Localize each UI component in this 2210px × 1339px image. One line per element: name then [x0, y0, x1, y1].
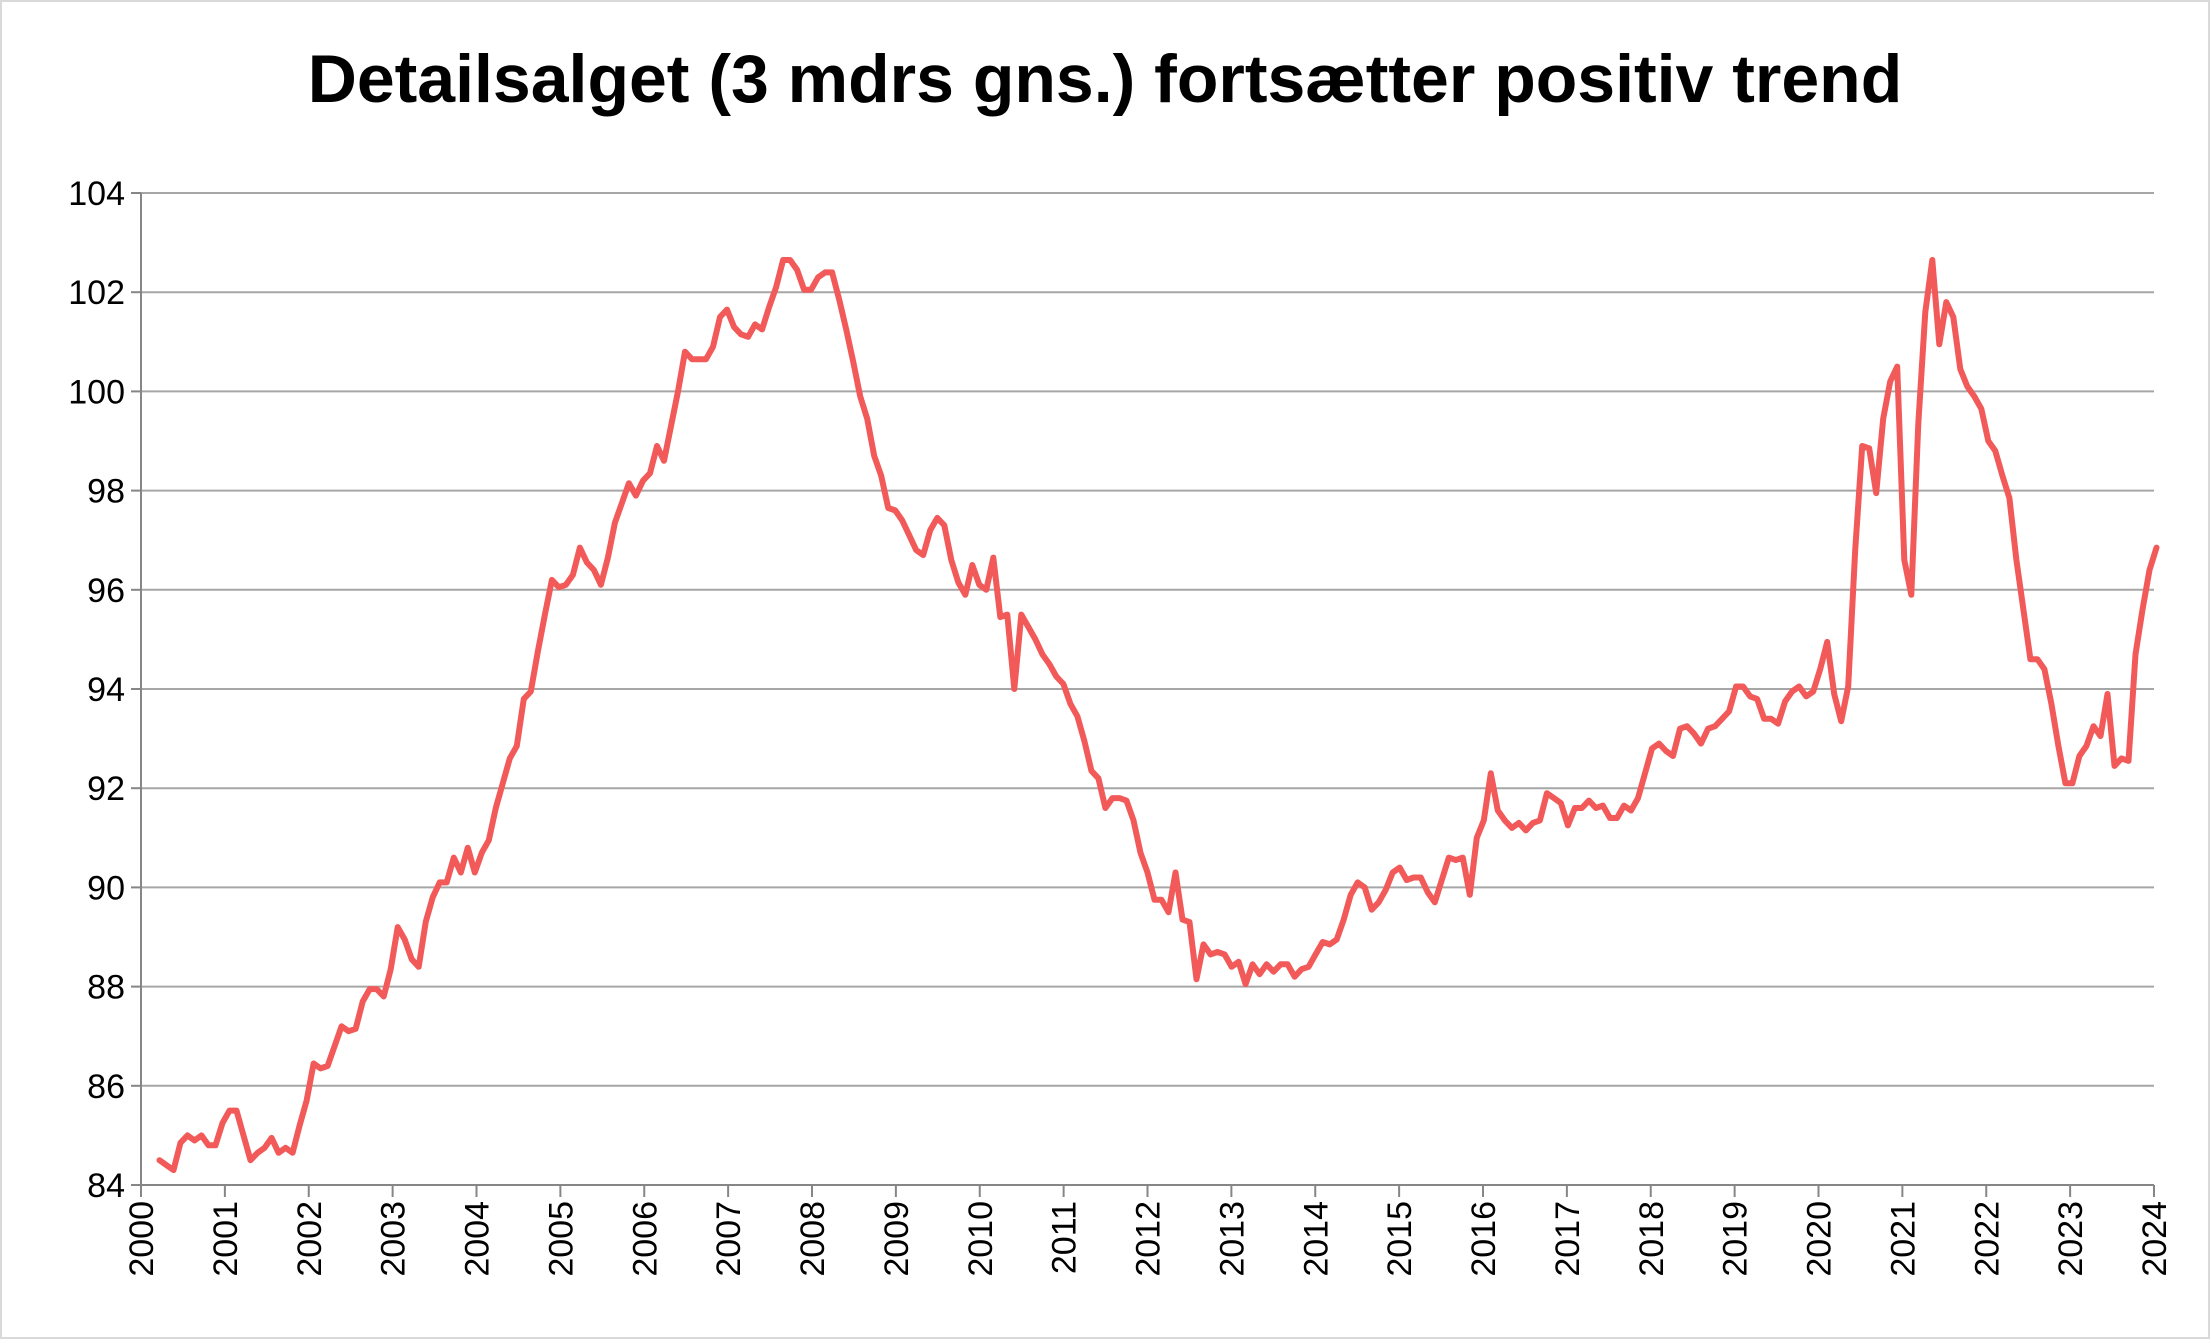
- x-tick-label: 2022: [1968, 1201, 2006, 1277]
- x-tick-label: 2008: [794, 1201, 832, 1277]
- x-tick-label: 2016: [1465, 1201, 1503, 1277]
- x-tick-label: 2012: [1130, 1201, 1168, 1277]
- x-tick-label: 2002: [291, 1201, 329, 1277]
- chart-title: Detailsalget (3 mdrs gns.) fortsætter po…: [307, 41, 1903, 117]
- y-tick-label: 92: [87, 770, 125, 808]
- y-tick-label: 104: [68, 175, 125, 213]
- x-tick-label: 2000: [123, 1201, 161, 1277]
- series-line: [156, 257, 2160, 1174]
- x-tick-label: 2006: [626, 1201, 664, 1277]
- x-tick-label: 2019: [1717, 1201, 1755, 1277]
- x-tick-label: 2004: [459, 1201, 497, 1277]
- x-tick-label: 2005: [542, 1201, 580, 1277]
- y-tick-label: 86: [87, 1068, 125, 1106]
- y-tick-label: 94: [87, 671, 125, 709]
- x-tick-label: 2018: [1633, 1201, 1671, 1277]
- x-tick-label: 2023: [2052, 1201, 2090, 1277]
- y-tick-label: 100: [68, 373, 125, 411]
- x-tick-label: 2014: [1297, 1201, 1335, 1277]
- x-tick-label: 2010: [962, 1201, 1000, 1277]
- y-tick-label: 88: [87, 969, 125, 1007]
- x-tick-label: 2003: [375, 1201, 413, 1277]
- y-tick-label: 102: [68, 274, 125, 312]
- x-tick-label: 2015: [1381, 1201, 1419, 1277]
- x-tick-label: 2013: [1213, 1201, 1251, 1277]
- y-tick-label: 90: [87, 869, 125, 907]
- x-tick-label: 2007: [710, 1201, 748, 1277]
- x-tick-label: 2009: [878, 1201, 916, 1277]
- x-tick-label: 2001: [207, 1201, 245, 1277]
- y-tick-label: 84: [87, 1167, 125, 1205]
- x-tick-label: 2024: [2136, 1201, 2174, 1277]
- x-tick-label: 2017: [1549, 1201, 1587, 1277]
- y-tick-label: 96: [87, 572, 125, 610]
- y-tick-label: 98: [87, 473, 125, 511]
- x-tick-label: 2020: [1801, 1201, 1839, 1277]
- x-tick-label: 2011: [1046, 1201, 1084, 1274]
- x-tick-label: 2021: [1884, 1201, 1922, 1277]
